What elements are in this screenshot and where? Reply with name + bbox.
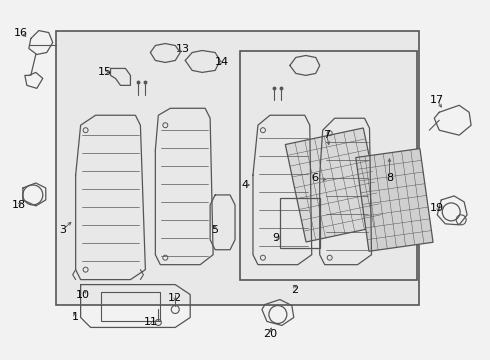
Text: 15: 15 bbox=[98, 67, 112, 77]
Text: 7: 7 bbox=[323, 130, 330, 140]
Text: 19: 19 bbox=[430, 203, 444, 213]
Polygon shape bbox=[356, 149, 433, 251]
Text: 2: 2 bbox=[291, 284, 298, 294]
Text: 11: 11 bbox=[144, 318, 157, 328]
Text: 17: 17 bbox=[430, 95, 444, 105]
Text: 3: 3 bbox=[59, 225, 66, 235]
Bar bbox=[240, 50, 417, 280]
Text: 5: 5 bbox=[212, 225, 219, 235]
Text: 4: 4 bbox=[242, 180, 248, 190]
Bar bbox=[56, 31, 419, 305]
Text: 8: 8 bbox=[386, 173, 393, 183]
Text: 18: 18 bbox=[12, 200, 26, 210]
Polygon shape bbox=[285, 128, 384, 242]
Text: 10: 10 bbox=[75, 289, 90, 300]
Text: 9: 9 bbox=[272, 233, 279, 243]
Bar bbox=[280, 198, 319, 248]
Text: 16: 16 bbox=[14, 28, 28, 37]
Text: 13: 13 bbox=[176, 44, 190, 54]
Text: 20: 20 bbox=[263, 329, 277, 339]
Text: 12: 12 bbox=[168, 293, 182, 302]
Text: 1: 1 bbox=[72, 312, 79, 323]
Text: 14: 14 bbox=[215, 58, 229, 67]
Text: 6: 6 bbox=[311, 173, 318, 183]
Bar bbox=[100, 292, 160, 321]
